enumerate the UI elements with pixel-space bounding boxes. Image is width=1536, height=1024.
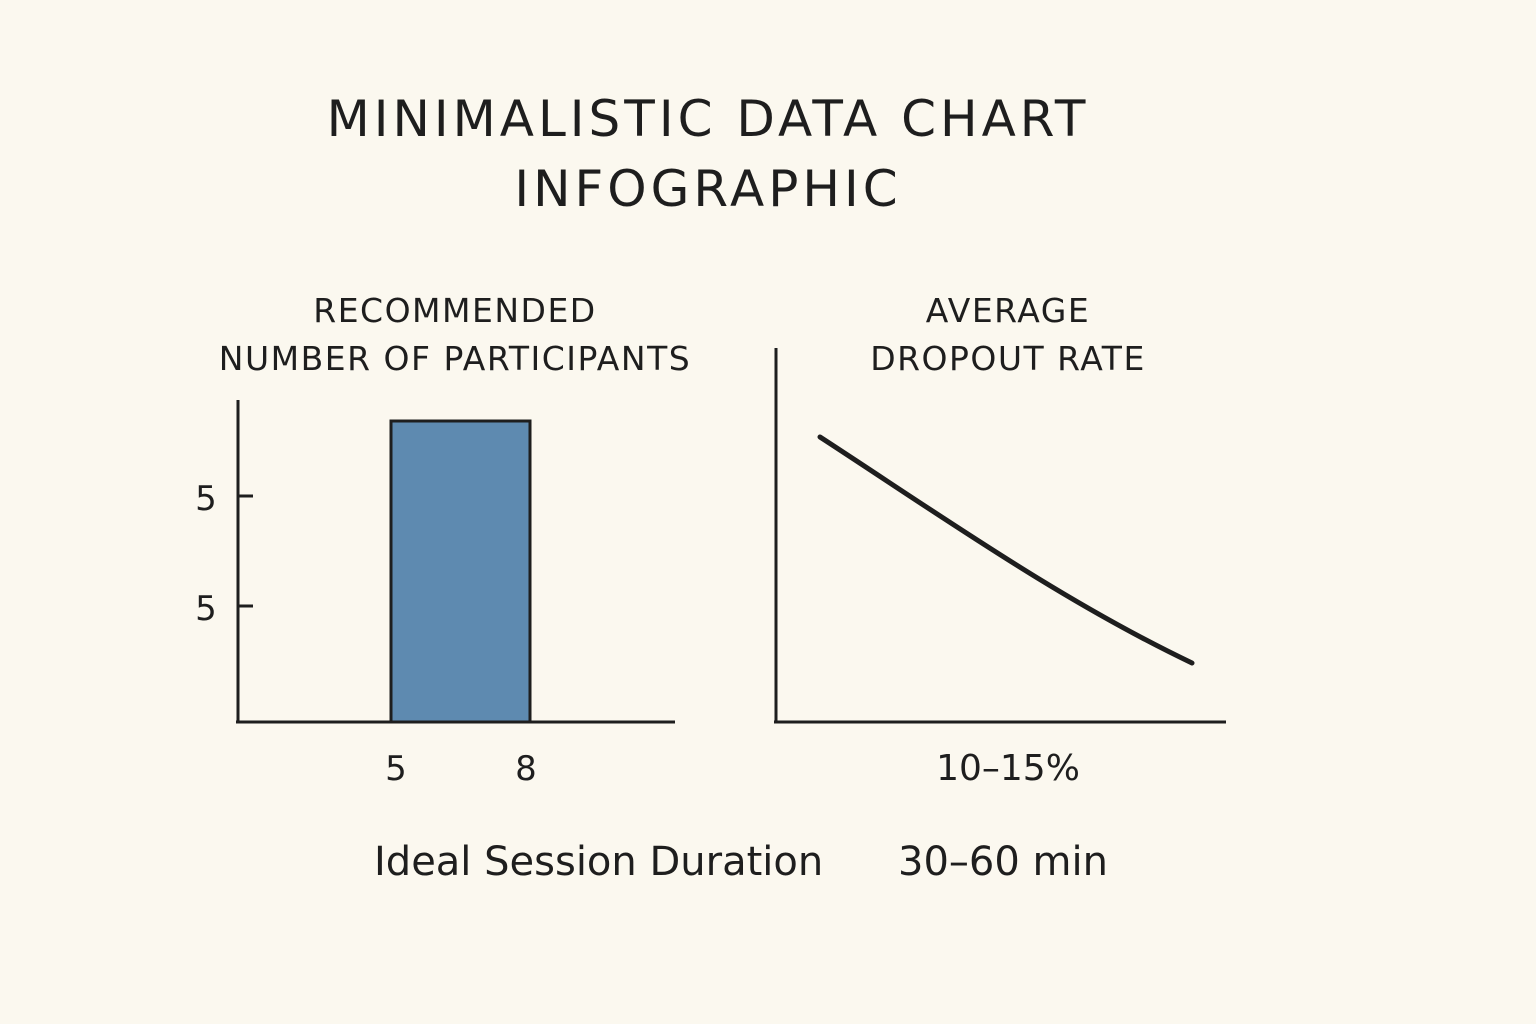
dropout-chart-title-line-2: DROPOUT RATE — [870, 339, 1146, 378]
session-duration-value: 30–60 min — [898, 839, 1108, 885]
dropout-x-label: 10–15% — [936, 748, 1080, 789]
participants-y-tick-label-2: 5 — [195, 589, 217, 629]
participants-y-tick-label-1: 5 — [195, 479, 217, 519]
participants-bar-chart: 5 5 5 8 — [195, 400, 675, 789]
participants-bar — [389, 419, 532, 724]
participants-x-tick-label-start: 5 — [385, 749, 407, 789]
participants-chart-title-line-1: RECOMMENDED — [313, 291, 597, 330]
session-duration-label: Ideal Session Duration — [374, 839, 824, 885]
infographic-title-line-1: MINIMALISTIC DATA CHART — [326, 90, 1090, 148]
dropout-chart-title-line-1: AVERAGE — [925, 291, 1091, 330]
dropout-line-chart: 10–15% — [774, 348, 1226, 789]
participants-chart-title-line-2: NUMBER OF PARTICIPANTS — [218, 339, 692, 378]
dropout-trend-line — [817, 434, 1195, 666]
infographic-title-line-2: INFOGRAPHIC — [514, 160, 902, 218]
participants-x-tick-label-end: 8 — [515, 749, 537, 789]
